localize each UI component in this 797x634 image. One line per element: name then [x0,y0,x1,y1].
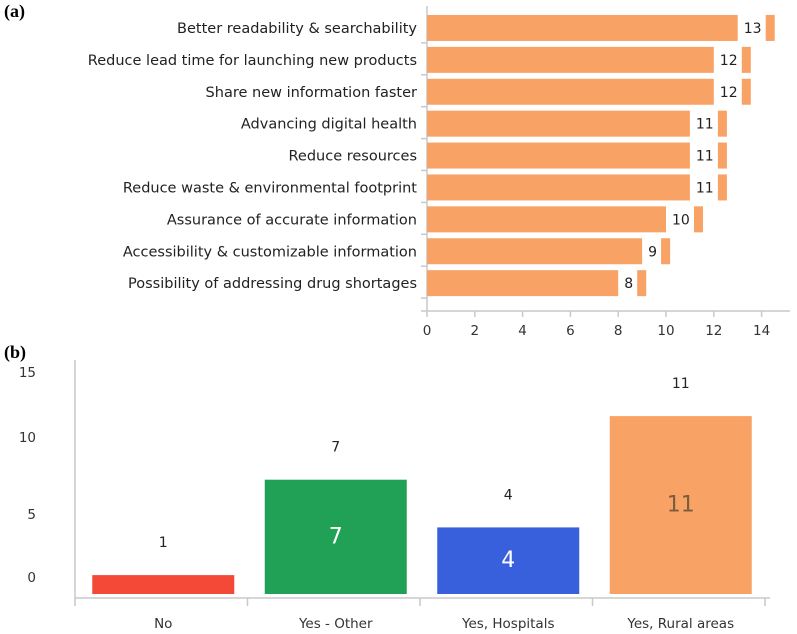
chart-a-value-label: 13 [744,21,762,37]
chart-b-y-tick-label: 10 [19,430,36,446]
chart-b-category-label: Yes, Rural areas [626,616,734,632]
chart-a-bar-cap [661,238,671,265]
chart-a-category-label: Assurance of accurate information [167,212,417,228]
chart-a-value-label: 11 [696,117,714,133]
chart-a-value-label: 10 [672,212,690,228]
chart-a-category-label: Possibility of addressing drug shortages [128,276,417,292]
chart-a-category-label: Better readability & searchability [177,21,417,37]
chart-a-bar [427,46,714,73]
chart-a-bar-cap [717,110,727,137]
chart-b-bar [437,527,580,594]
chart-b-value-label: 7 [331,440,340,456]
chart-b-category-label: No [154,616,172,632]
chart-b-bar [609,416,752,594]
chart-a-x-tick-label: 6 [566,323,575,339]
chart-a-bar [427,206,666,233]
chart-b-value-label: 1 [159,535,168,551]
chart-a-category-label: Accessibility & customizable information [123,244,417,260]
chart-a-bar [427,270,619,297]
chart-b-y-tick-label: 5 [27,507,36,523]
chart-a-bar-cap [717,142,727,169]
chart-b-inner-label: 4 [501,548,515,573]
chart-a-value-label: 12 [720,85,738,101]
chart-a-value-label: 12 [720,53,738,69]
chart-b-vertical-bar: 0 5 10 15 1 No 7 7 Yes - Other 4 4 Yes, Hospitals 11… [19,360,770,632]
chart-a-category-label: Reduce lead time for launching new produ… [88,53,417,69]
chart-a-x-tick-label: 10 [657,323,674,339]
chart-a-category-label: Share new information faster [206,85,417,101]
chart-a-bar-cap [717,174,727,201]
chart-a-bar-cap [637,270,647,297]
chart-a-bar-cap [765,14,775,41]
chart-a-x-tick-label: 14 [753,323,770,339]
chart-a-category-label: Reduce resources [288,149,417,165]
chart-a-bar [427,142,690,169]
chart-b-category-label: Yes, Hospitals [461,616,555,632]
chart-a-value-label: 11 [696,180,714,196]
chart-a-value-label: 11 [696,149,714,165]
chart-a-x-tick-label: 4 [518,323,527,339]
chart-a-horizontal-bar: Better readability & searchability 13 Redu… [88,6,790,339]
panel-label-b: (b) [4,342,26,363]
chart-a-bar [427,110,690,137]
chart-a-bar [427,174,690,201]
chart-a-category-label: Reduce waste & environmental footprint [123,180,417,196]
chart-a-bar [427,14,738,41]
chart-b-bar [92,575,235,594]
chart-a-bar-cap [741,46,751,73]
panel-label-a: (a) [4,1,25,22]
chart-b-value-label: 4 [504,487,513,503]
chart-a-value-label: 9 [648,244,657,260]
chart-a-x-tick-label: 8 [614,323,623,339]
chart-a-bar [427,238,643,265]
chart-a-bar-cap [741,78,751,105]
chart-b-y-tick-label: 15 [19,365,36,381]
chart-b-inner-label: 7 [329,524,343,549]
chart-a-category-label: Advancing digital health [241,117,417,133]
chart-a-value-label: 8 [624,276,633,292]
chart-a-x-tick-label: 12 [705,323,722,339]
chart-b-y-tick-label: 0 [27,570,36,586]
chart-b-value-label: 11 [672,376,690,392]
chart-a-x-tick-label: 0 [423,323,432,339]
chart-a-x-tick-label: 2 [471,323,480,339]
chart-b-bar [264,479,407,594]
chart-a-bar-cap [694,206,703,233]
chart-b-inner-label: 11 [667,493,695,518]
chart-a-bar [427,78,714,105]
chart-b-category-label: Yes - Other [298,616,373,632]
